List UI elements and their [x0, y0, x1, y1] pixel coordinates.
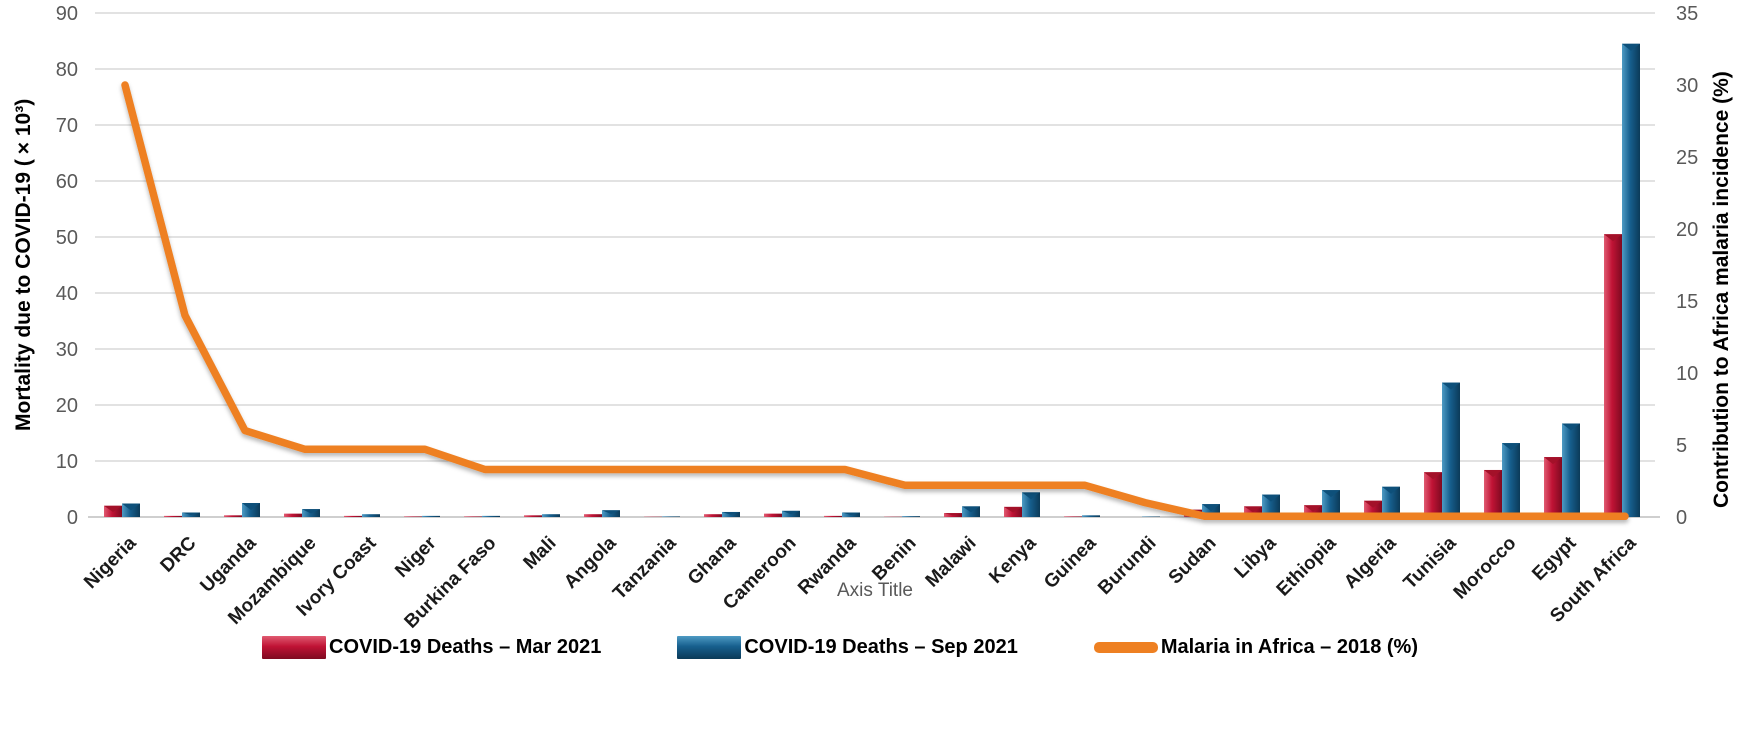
bar-cap-mar-23 — [1484, 469, 1502, 477]
right-axis-tick-35: 35 — [1676, 3, 1698, 25]
bar-mar-mozambique — [284, 513, 302, 517]
right-axis-tick-20: 20 — [1676, 219, 1698, 241]
legend-label-sep-2021: COVID-19 Deaths – Sep 2021 — [744, 636, 1018, 658]
bar-cap-mar-22 — [1424, 472, 1442, 480]
bar-mar-morocco — [1484, 469, 1502, 517]
bar-mar-rwanda — [824, 515, 842, 517]
bar-cap-mar-19 — [1244, 506, 1262, 513]
legend-item-mar-2021: COVID-19 Deaths – Mar 2021 — [262, 636, 601, 659]
bar-sep-mali — [542, 514, 560, 517]
bar-cap-mar-15 — [1004, 506, 1022, 513]
bar-sep-libya — [1262, 494, 1280, 517]
bar-cap-sep-18 — [1202, 504, 1220, 512]
bar-cap-sep-20 — [1322, 490, 1340, 498]
chart-legend: COVID-19 Deaths – Mar 2021 COVID-19 Deat… — [60, 636, 1620, 659]
bar-mar-uganda — [224, 515, 242, 517]
right-axis-tick-10: 10 — [1676, 363, 1698, 385]
bar-sep-south-africa — [1622, 43, 1640, 518]
right-axis-tick-0: 0 — [1676, 507, 1687, 529]
mar-2021-bar-swatch-icon — [262, 636, 327, 659]
x-axis-title: Axis Title — [836, 580, 914, 601]
left-axis-tick-80: 80 — [56, 59, 78, 81]
x-category-label-egypt: Egypt — [1528, 532, 1581, 585]
x-category-label-drc: DRC — [157, 532, 201, 576]
bar-mar-egypt — [1544, 457, 1562, 517]
x-category-label-libya: Libya — [1231, 532, 1281, 582]
left-axis-title: Mortality due to COVID-19 (×10³) — [12, 98, 35, 432]
bar-cap-sep-2 — [242, 503, 260, 510]
right-axis-tick-25: 25 — [1676, 147, 1698, 169]
bar-sep-benin — [902, 516, 920, 517]
left-axis-tick-10: 10 — [56, 451, 78, 473]
right-axis-tick-15: 15 — [1676, 291, 1698, 313]
bar-cap-sep-23 — [1502, 443, 1520, 451]
bar-cap-mar-14 — [944, 513, 962, 516]
left-axis-tick-50: 50 — [56, 227, 78, 249]
bar-mar-south-africa — [1604, 234, 1622, 517]
bar-cap-sep-10 — [722, 511, 740, 515]
bar-sep-guinea — [1082, 515, 1100, 517]
left-axis-tick-20: 20 — [56, 395, 78, 417]
bar-sep-algeria — [1382, 486, 1400, 517]
bar-mar-cameroon — [764, 513, 782, 517]
bar-sep-tanzania — [662, 516, 680, 517]
bar-cap-sep-8 — [602, 510, 620, 514]
left-axis-tick-0: 0 — [67, 507, 78, 529]
bar-sep-ivory-coast — [362, 514, 380, 517]
bar-sep-tunisia — [1442, 382, 1460, 517]
left-axis-tick-40: 40 — [56, 283, 78, 305]
bar-sep-ethiopia — [1322, 490, 1340, 517]
bar-cap-sep-14 — [962, 506, 980, 513]
bar-cap-sep-22 — [1442, 382, 1460, 390]
bar-cap-sep-11 — [782, 510, 800, 515]
bar-mar-burkina-faso — [464, 516, 482, 517]
right-axis-title: Contribution to Africa malaria incidence… — [1710, 71, 1733, 509]
bar-cap-sep-0 — [122, 503, 140, 511]
plot-area: 010203040506070809005101520253035Nigeria… — [56, 3, 1699, 632]
bar-mar-ivory-coast — [344, 515, 362, 517]
bar-cap-mar-25 — [1604, 234, 1622, 242]
bar-mar-drc — [164, 515, 182, 517]
bar-cap-sep-21 — [1382, 486, 1400, 494]
bar-mar-niger — [404, 516, 422, 517]
left-axis-tick-60: 60 — [56, 171, 78, 193]
malaria-incidence-line — [121, 81, 1629, 521]
bar-mar-angola — [584, 514, 602, 517]
bar-cap-mar-20 — [1304, 505, 1322, 512]
bar-sep-morocco — [1502, 443, 1520, 517]
bar-cap-sep-12 — [842, 512, 860, 515]
left-axis-tick-30: 30 — [56, 339, 78, 361]
legend-item-malaria-line: Malaria in Africa – 2018 (%) — [1093, 636, 1418, 659]
bar-cap-sep-19 — [1262, 494, 1280, 502]
bar-cap-mar-21 — [1364, 500, 1382, 508]
malaria-line-swatch-icon — [1093, 642, 1158, 653]
left-axis-tick-70: 70 — [56, 115, 78, 137]
bar-mar-ghana — [704, 514, 722, 517]
right-axis-tick-30: 30 — [1676, 75, 1698, 97]
bar-sep-egypt — [1562, 423, 1580, 517]
bar-sep-niger — [422, 515, 440, 517]
legend-item-sep-2021: COVID-19 Deaths – Sep 2021 — [677, 636, 1018, 659]
x-category-label-niger: Niger — [391, 532, 441, 582]
x-category-label-mali: Mali — [520, 533, 561, 574]
bar-cap-sep-1 — [182, 512, 200, 515]
bar-mar-mali — [524, 515, 542, 517]
legend-label-mar-2021: COVID-19 Deaths – Mar 2021 — [329, 636, 602, 658]
x-category-label-benin: Benin — [868, 533, 920, 585]
bar-cap-mar-24 — [1544, 457, 1562, 465]
bar-mar-guinea — [1064, 516, 1082, 517]
bar-cap-sep-25 — [1622, 43, 1640, 51]
left-axis-tick-90: 90 — [56, 3, 78, 25]
bar-cap-sep-24 — [1562, 423, 1580, 431]
bar-sep-burkina-faso — [482, 515, 500, 517]
bar-sep-kenya — [1022, 492, 1040, 517]
right-axis-tick-5: 5 — [1676, 435, 1687, 457]
bar-cap-sep-3 — [302, 509, 320, 514]
legend-label-malaria: Malaria in Africa – 2018 (%) — [1160, 636, 1418, 658]
bar-mar-tunisia — [1424, 472, 1442, 517]
sep-2021-bar-swatch-icon — [677, 636, 742, 659]
bar-cap-sep-15 — [1022, 492, 1040, 500]
bar-cap-mar-0 — [104, 505, 122, 512]
